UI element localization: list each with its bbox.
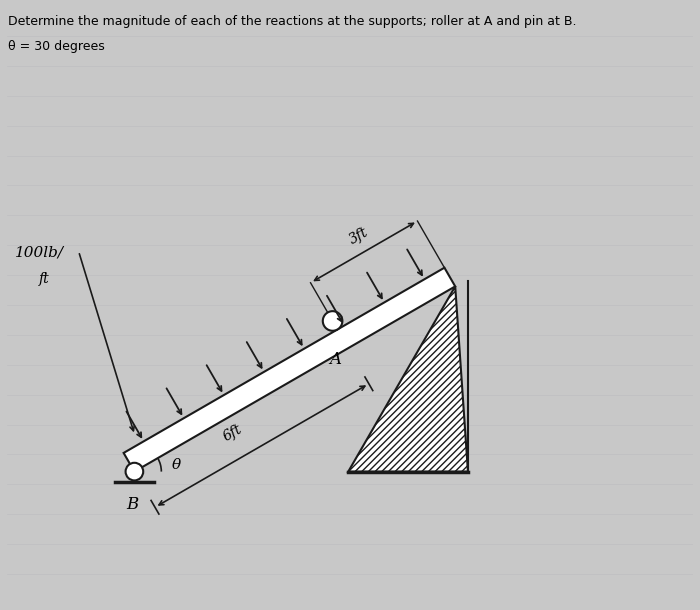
- Text: θ = 30 degrees: θ = 30 degrees: [8, 40, 105, 52]
- Text: A: A: [330, 351, 342, 368]
- Polygon shape: [124, 268, 455, 472]
- Text: 100lb/: 100lb/: [15, 245, 64, 259]
- Circle shape: [323, 311, 342, 331]
- Text: ft: ft: [39, 273, 50, 287]
- Text: 3ft: 3ft: [346, 225, 370, 247]
- Text: B: B: [127, 496, 139, 513]
- Circle shape: [125, 463, 144, 481]
- Text: 6ft: 6ft: [220, 422, 245, 443]
- Text: θ: θ: [172, 458, 181, 472]
- Text: Determine the magnitude of each of the reactions at the supports; roller at A an: Determine the magnitude of each of the r…: [8, 15, 577, 28]
- Polygon shape: [349, 286, 468, 472]
